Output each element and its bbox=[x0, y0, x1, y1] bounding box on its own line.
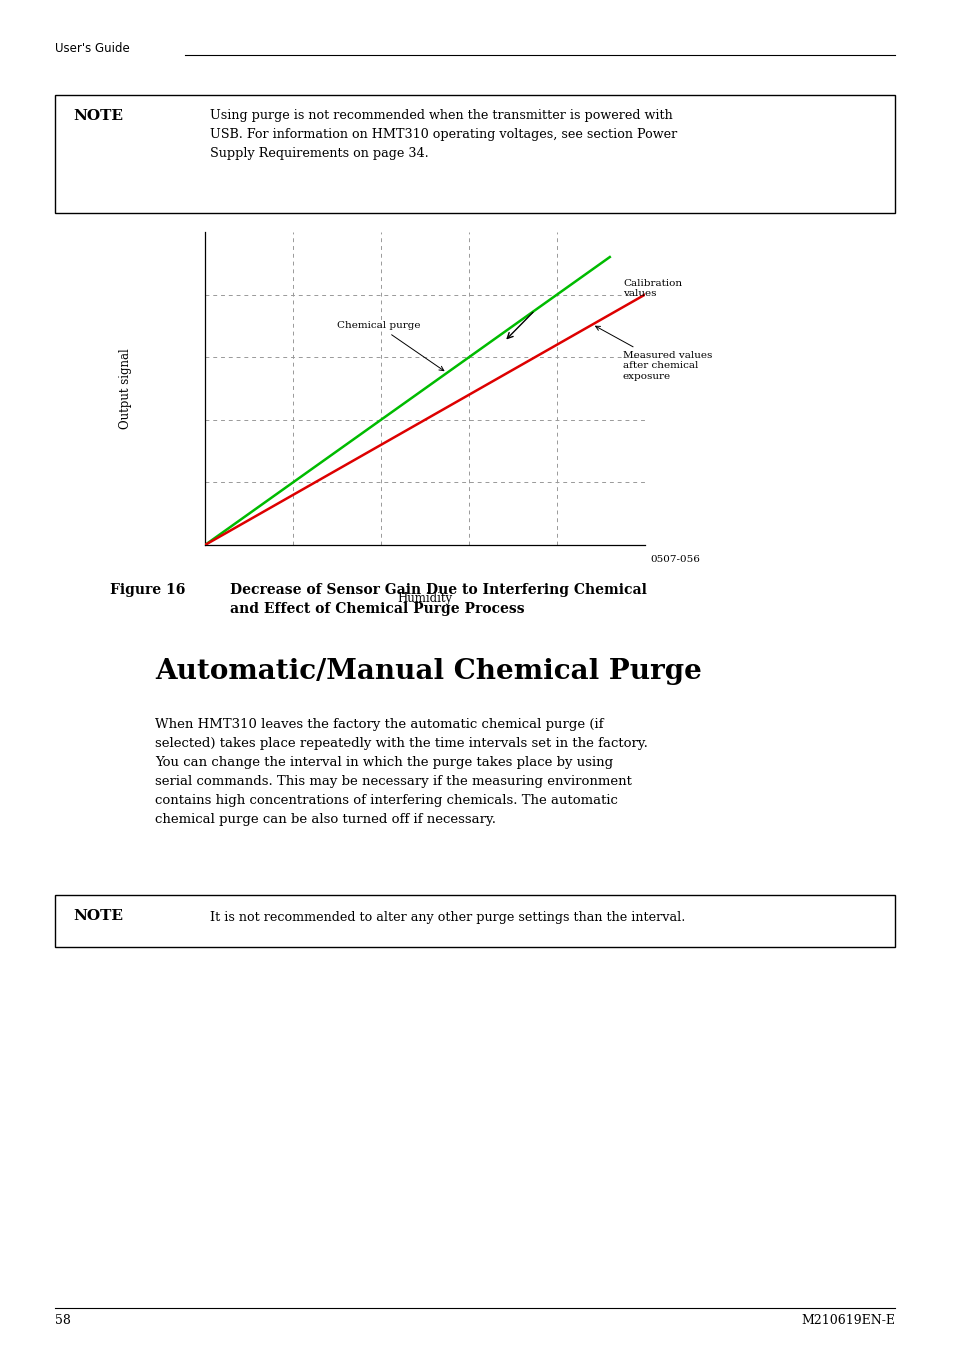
Text: Automatic/Manual Chemical Purge: Automatic/Manual Chemical Purge bbox=[154, 657, 701, 684]
Text: User's Guide: User's Guide bbox=[55, 42, 130, 55]
Text: M210619EN-E: M210619EN-E bbox=[801, 1314, 894, 1327]
Text: It is not recommended to alter any other purge settings than the interval.: It is not recommended to alter any other… bbox=[210, 911, 684, 923]
Text: NOTE: NOTE bbox=[73, 109, 123, 123]
Text: 0507-056: 0507-056 bbox=[649, 555, 700, 564]
Text: Chemical purge: Chemical purge bbox=[336, 321, 443, 371]
Text: 58: 58 bbox=[55, 1314, 71, 1327]
Text: Humidity: Humidity bbox=[397, 591, 452, 605]
Bar bbox=[55, 95, 894, 213]
Text: Figure 16: Figure 16 bbox=[110, 583, 185, 597]
Text: NOTE: NOTE bbox=[73, 909, 123, 923]
Text: Output signal: Output signal bbox=[119, 348, 132, 429]
Text: Measured values
after chemical
exposure: Measured values after chemical exposure bbox=[595, 327, 712, 381]
Bar bbox=[55, 895, 894, 946]
Text: Decrease of Sensor Gain Due to Interfering Chemical
and Effect of Chemical Purge: Decrease of Sensor Gain Due to Interferi… bbox=[230, 583, 646, 617]
Text: When HMT310 leaves the factory the automatic chemical purge (if
selected) takes : When HMT310 leaves the factory the autom… bbox=[154, 718, 647, 826]
Text: Calibration
values: Calibration values bbox=[622, 279, 681, 298]
Text: Using purge is not recommended when the transmitter is powered with
USB. For inf: Using purge is not recommended when the … bbox=[210, 109, 677, 161]
